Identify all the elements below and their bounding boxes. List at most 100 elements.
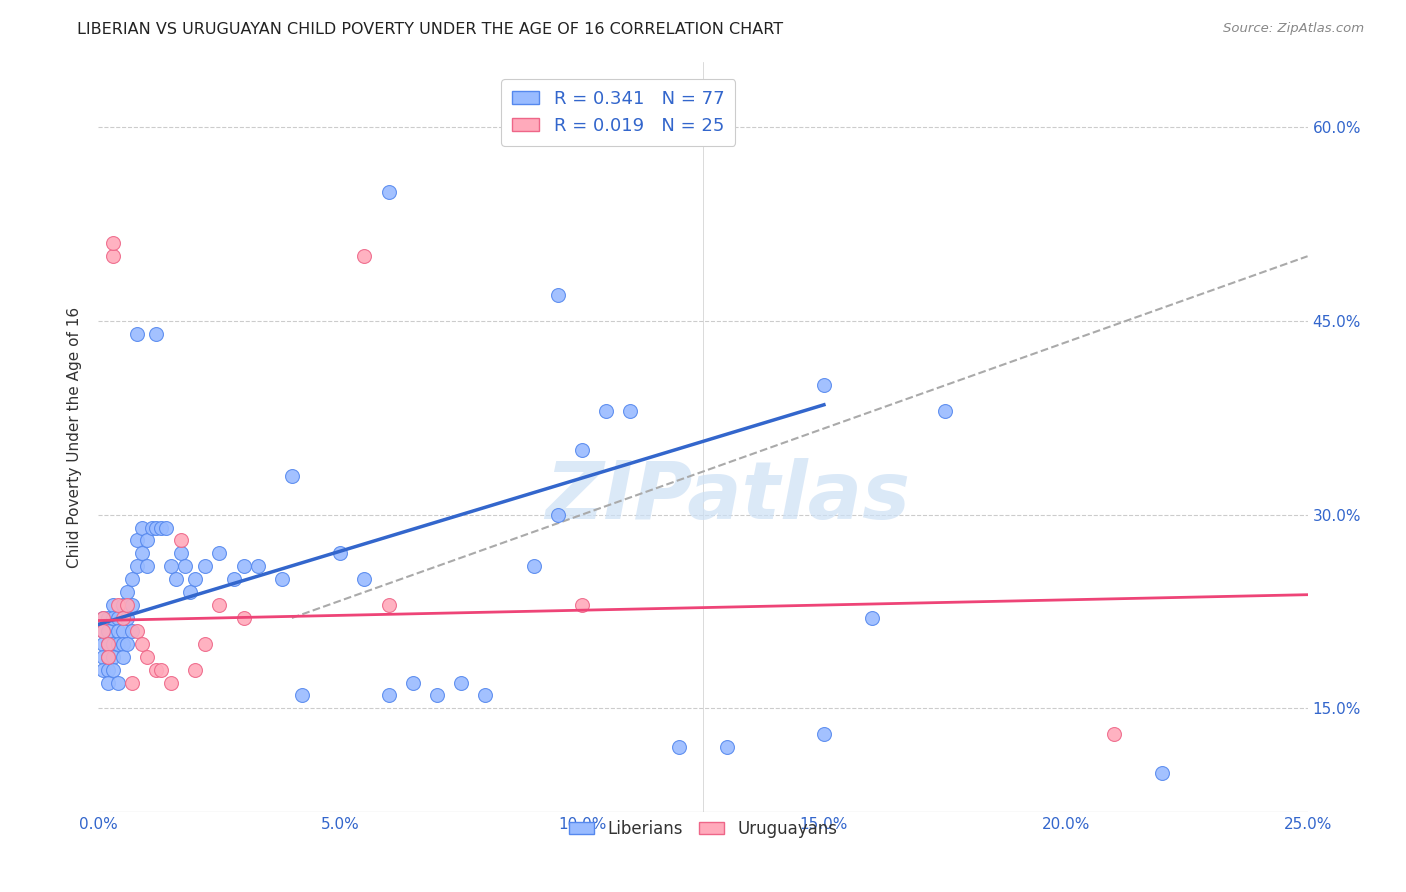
Point (111, 598, 134, 612)
Point (107, 624, 129, 638)
Point (281, 468, 304, 483)
Point (91, 611, 114, 625)
Point (97, 649, 120, 664)
Y-axis label: Child Poverty Under the Age of 16: Child Poverty Under the Age of 16 (67, 307, 83, 567)
Point (595, 404, 617, 418)
Point (91, 649, 114, 664)
Point (184, 663, 207, 677)
Point (813, 727, 835, 741)
Point (117, 611, 139, 625)
Point (547, 288, 569, 302)
Point (111, 624, 134, 638)
Point (107, 675, 129, 690)
Point (117, 585, 139, 599)
Point (117, 637, 139, 651)
Point (91, 637, 114, 651)
Point (271, 572, 294, 586)
Point (450, 675, 472, 690)
Point (101, 649, 124, 664)
Point (716, 740, 738, 755)
Point (97, 675, 120, 690)
Point (194, 637, 217, 651)
Point (127, 559, 149, 574)
Point (111, 637, 134, 651)
Point (135, 649, 157, 664)
Point (97, 663, 120, 677)
Point (127, 624, 149, 638)
Point (97, 637, 120, 651)
Point (107, 611, 129, 625)
Point (145, 663, 167, 677)
Point (813, 378, 835, 392)
Point (1102, 727, 1125, 741)
Point (97, 637, 120, 651)
Point (165, 572, 187, 586)
Point (107, 637, 129, 651)
Point (668, 740, 690, 755)
Point (91, 624, 114, 638)
Point (121, 572, 143, 586)
Point (91, 611, 114, 625)
Point (184, 572, 207, 586)
Point (523, 559, 546, 574)
Text: ZIPatlas: ZIPatlas (544, 458, 910, 536)
Point (160, 559, 183, 574)
Point (222, 572, 245, 586)
Text: LIBERIAN VS URUGUAYAN CHILD POVERTY UNDER THE AGE OF 16 CORRELATION CHART: LIBERIAN VS URUGUAYAN CHILD POVERTY UNDE… (77, 22, 783, 37)
Point (97, 649, 120, 664)
Point (101, 663, 124, 677)
Point (179, 585, 201, 599)
Point (150, 663, 173, 677)
Point (290, 689, 312, 703)
Point (127, 326, 149, 341)
Point (155, 520, 177, 534)
Point (247, 559, 270, 574)
Point (97, 611, 120, 625)
Point (194, 559, 217, 574)
Point (141, 520, 163, 534)
Point (353, 249, 375, 263)
Point (860, 611, 883, 625)
Point (160, 675, 183, 690)
Point (101, 611, 124, 625)
Point (474, 689, 496, 703)
Point (101, 637, 124, 651)
Point (121, 598, 143, 612)
Point (145, 326, 167, 341)
Point (426, 689, 449, 703)
Point (135, 559, 157, 574)
Point (377, 598, 399, 612)
Point (934, 404, 956, 418)
Point (150, 520, 173, 534)
Point (131, 637, 153, 651)
Point (571, 598, 593, 612)
Point (131, 520, 153, 534)
Point (91, 663, 114, 677)
Point (107, 598, 129, 612)
Point (353, 572, 375, 586)
Point (91, 624, 114, 638)
Point (232, 559, 254, 574)
Point (208, 546, 231, 560)
Point (101, 236, 124, 251)
Point (101, 249, 124, 263)
Point (547, 508, 569, 522)
Point (377, 689, 399, 703)
Point (402, 675, 425, 690)
Point (135, 533, 157, 548)
Point (619, 404, 641, 418)
Point (117, 598, 139, 612)
Point (131, 546, 153, 560)
Point (145, 520, 167, 534)
Point (174, 559, 197, 574)
Point (97, 624, 120, 638)
Text: Source: ZipAtlas.com: Source: ZipAtlas.com (1223, 22, 1364, 36)
Point (111, 649, 134, 664)
Point (377, 185, 399, 199)
Point (111, 611, 134, 625)
Point (232, 611, 254, 625)
Point (1152, 766, 1174, 780)
Point (127, 533, 149, 548)
Legend: Liberians, Uruguayans: Liberians, Uruguayans (562, 814, 844, 845)
Point (101, 598, 124, 612)
